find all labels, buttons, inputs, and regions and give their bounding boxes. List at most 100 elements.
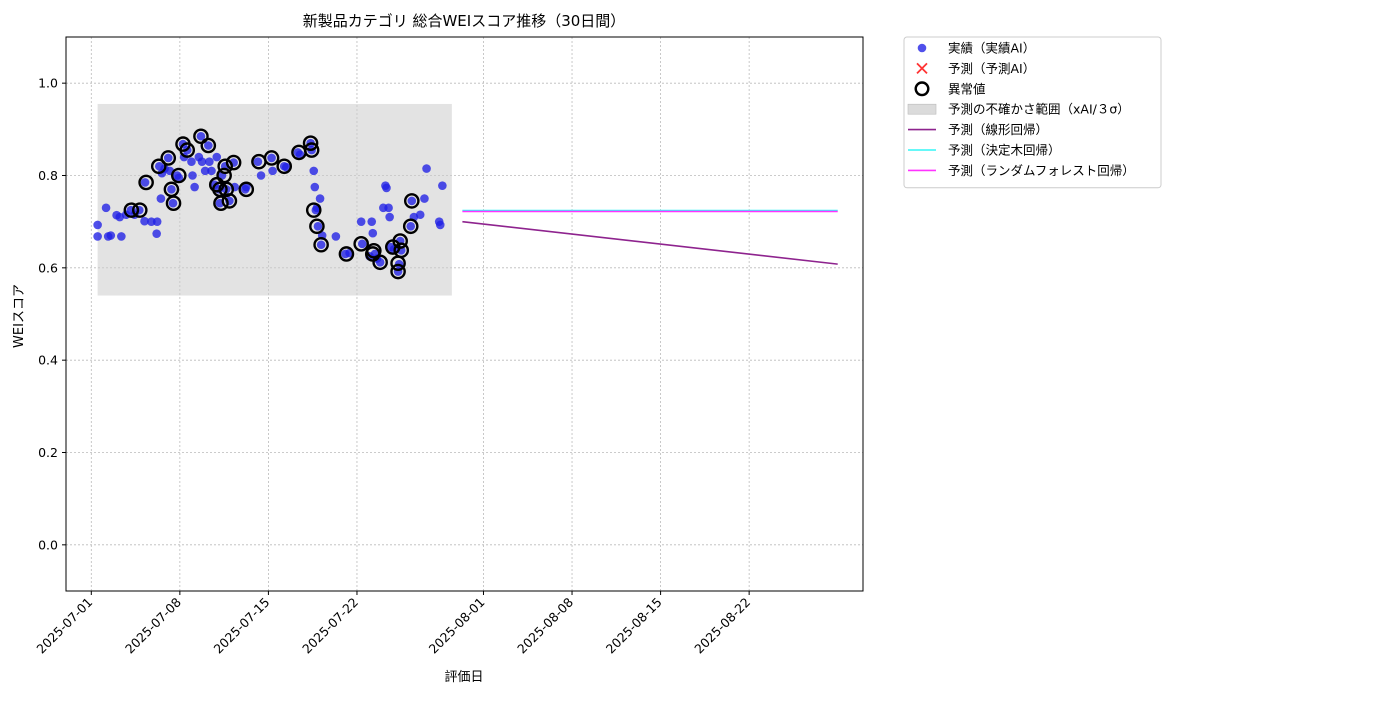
legend-handle-forecast xyxy=(916,62,928,75)
y-tick-label: 0.2 xyxy=(38,445,58,460)
anomaly-marker xyxy=(171,167,187,184)
anomaly-marker xyxy=(302,135,319,151)
actual-point xyxy=(207,166,216,176)
y-tick-label: 0.8 xyxy=(38,168,58,183)
legend-label-forecast: 予測（予測AI） xyxy=(948,61,1035,76)
anomaly-marker xyxy=(392,233,408,249)
anomaly-marker xyxy=(263,150,280,166)
anomaly-marker xyxy=(150,158,167,175)
y-tick-label: 0.0 xyxy=(38,537,58,552)
actual-point xyxy=(187,157,196,166)
anomaly-marker xyxy=(213,195,229,211)
x-tick-label: 2025-08-22 xyxy=(691,595,753,657)
x-axis-label: 評価日 xyxy=(444,670,483,685)
anomaly-marker xyxy=(353,236,369,252)
anomaly-marker xyxy=(402,218,419,235)
anomaly-marker xyxy=(313,236,329,253)
plot-frame xyxy=(65,36,864,592)
anomaly-marker xyxy=(276,158,293,175)
actual-point xyxy=(101,203,111,213)
actual-point xyxy=(190,182,199,192)
forecast-line-linear xyxy=(462,220,838,265)
actual-point xyxy=(156,194,166,203)
anomaly-marker xyxy=(138,174,154,191)
legend-cross-stroke xyxy=(916,62,928,75)
anomaly-marker xyxy=(217,158,233,175)
anomaly-marker xyxy=(165,195,182,211)
actual-point xyxy=(382,183,391,193)
anomaly-series xyxy=(123,128,420,280)
actual-point xyxy=(310,182,320,192)
actual-point xyxy=(315,194,325,203)
anomaly-marker xyxy=(390,263,406,280)
forecast-lines xyxy=(462,209,838,265)
legend-handle-band xyxy=(907,103,937,115)
anomaly-marker xyxy=(123,202,140,218)
y-tick-label: 1.0 xyxy=(38,76,58,91)
actual-point xyxy=(196,131,206,141)
actual-point xyxy=(415,210,425,220)
actual-point xyxy=(356,217,366,226)
anomaly-marker xyxy=(193,128,209,145)
y-tick-label: 0.6 xyxy=(38,260,58,275)
actual-point xyxy=(385,212,394,222)
actual-point xyxy=(106,231,116,240)
anomaly-marker xyxy=(338,246,355,262)
actual-point xyxy=(152,217,162,226)
actual-point xyxy=(163,153,173,163)
uncertainty-band xyxy=(97,103,452,296)
anomaly-marker xyxy=(238,181,255,198)
actual-point xyxy=(268,166,277,176)
actual-point xyxy=(375,257,385,267)
legend-label-anomaly: 異常値 xyxy=(948,81,986,96)
actual-point xyxy=(256,171,266,180)
actual-point xyxy=(140,178,150,187)
legend-label-forest: 予測（ランダムフォレスト回帰） xyxy=(948,163,1135,178)
legend-label-linear: 予測（線形回帰） xyxy=(948,122,1048,137)
actual-point xyxy=(167,185,176,194)
anomaly-marker xyxy=(372,254,388,271)
actual-point xyxy=(152,229,161,238)
anomaly-marker xyxy=(403,193,420,209)
anomaly-marker xyxy=(160,150,177,166)
actual-point xyxy=(420,194,429,203)
actual-point xyxy=(205,157,214,166)
anomaly-marker xyxy=(393,242,410,259)
anomaly-marker xyxy=(305,202,322,218)
actual-point xyxy=(282,162,291,172)
y-tick-label: 0.4 xyxy=(38,353,58,368)
actual-point xyxy=(368,228,378,238)
anomaly-marker xyxy=(309,218,325,235)
actual-point xyxy=(407,196,417,206)
legend-label-actual: 実績（実績AI） xyxy=(948,41,1035,56)
anomaly-marker xyxy=(179,142,196,158)
actual-point xyxy=(438,181,447,190)
x-tick-label: 2025-07-01 xyxy=(33,595,95,657)
actual-point xyxy=(406,221,416,231)
actual-point xyxy=(422,164,431,173)
uncertainty-band-layer xyxy=(97,103,452,296)
actual-point xyxy=(331,232,341,241)
legend-handle-actual xyxy=(917,43,927,53)
anomaly-marker xyxy=(221,193,238,209)
actual-point xyxy=(197,157,207,166)
anomaly-marker xyxy=(303,142,320,158)
x-tick-label: 2025-08-15 xyxy=(603,595,665,657)
actual-point xyxy=(140,216,149,226)
x-tick-label: 2025-08-01 xyxy=(426,595,488,657)
actual-point xyxy=(435,220,445,230)
y-axis-label: WEIスコア xyxy=(12,284,27,348)
actual-point xyxy=(357,239,367,249)
x-tick-label: 2025-08-08 xyxy=(514,594,576,656)
actual-point xyxy=(241,182,251,192)
x-tick-label: 2025-07-22 xyxy=(299,595,361,657)
actual-point xyxy=(367,217,377,226)
anomaly-marker xyxy=(200,137,217,154)
actual-point xyxy=(93,220,102,230)
actual-point xyxy=(267,153,276,163)
actual-point xyxy=(188,171,197,180)
actual-point xyxy=(309,166,319,176)
legend-label-tree: 予測（決定木回帰） xyxy=(948,143,1061,158)
legend-label-band: 予測の不確かさ範囲（xAI/３σ） xyxy=(948,102,1130,117)
